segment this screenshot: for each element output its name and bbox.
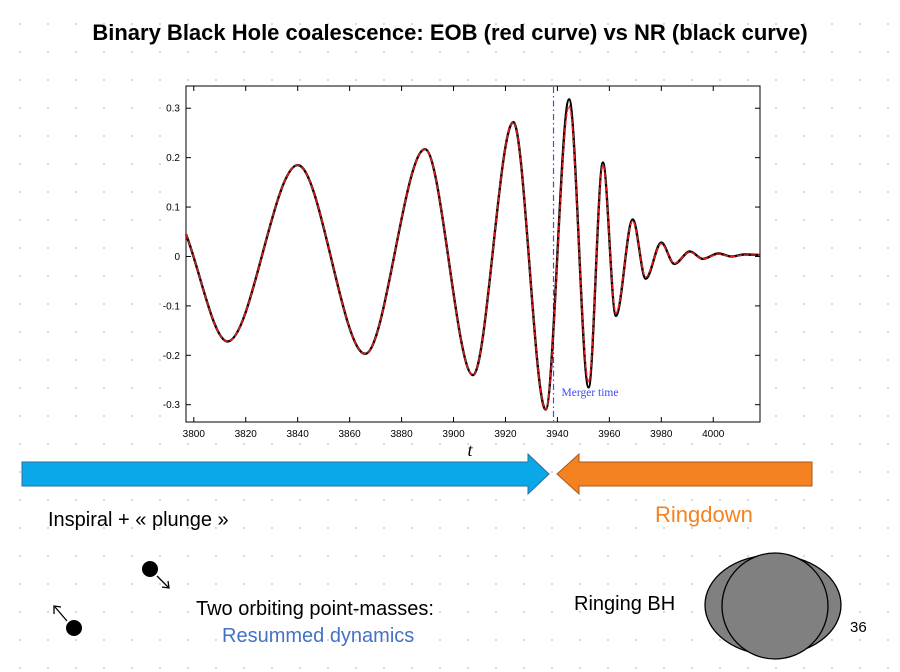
x-axis-label: t — [467, 440, 473, 460]
y-tick-label: 0 — [174, 252, 180, 263]
x-tick-label: 3840 — [287, 429, 310, 440]
x-tick-label: 3940 — [546, 429, 569, 440]
ringing-bh-label: Ringing BH — [574, 593, 676, 615]
y-tick-label: 0.1 — [166, 203, 180, 214]
velocity-arrowhead-icon — [161, 580, 170, 589]
ringing-black-hole-icon — [704, 552, 842, 660]
merger-time-annotation: Merger time — [562, 387, 619, 399]
x-axis-ticks: 3800 3820 3840 3860 3880 3900 3920 3940 3960 3980… — [183, 86, 725, 440]
velocity-arrowhead-icon — [53, 605, 62, 614]
x-tick-label: 3880 — [390, 429, 413, 440]
slide-title: Binary Black Hole coalescence: EOB (red … — [92, 20, 808, 45]
x-tick-label: 3980 — [650, 429, 673, 440]
inspiral-label: Inspiral + « plunge » — [48, 509, 229, 531]
orbiting-mass-icon — [142, 561, 158, 577]
y-tick-label: 0.3 — [166, 104, 180, 115]
velocity-arrow-icon — [156, 575, 169, 588]
ringdown-label: Ringdown — [655, 502, 753, 527]
y-tick-label: 0.2 — [166, 153, 180, 164]
x-tick-label: 4000 — [702, 429, 725, 440]
resummed-dynamics-label: Resummed dynamics — [222, 625, 415, 647]
x-tick-label: 3960 — [598, 429, 621, 440]
x-tick-label: 3800 — [183, 429, 206, 440]
y-tick-label: -0.2 — [163, 351, 181, 362]
x-tick-label: 3900 — [442, 429, 465, 440]
eob-series-line — [185, 104, 760, 411]
inspiral-arrow-icon — [21, 452, 550, 496]
ringdown-arrow-icon — [556, 452, 813, 496]
page-number: 36 — [850, 619, 867, 636]
x-tick-label: 3820 — [235, 429, 258, 440]
orbiting-mass-icon — [66, 620, 82, 636]
x-tick-label: 3920 — [494, 429, 517, 440]
x-tick-label: 3860 — [339, 429, 362, 440]
y-tick-label: -0.1 — [163, 301, 181, 312]
velocity-arrow-icon — [54, 606, 68, 622]
y-tick-label: -0.3 — [163, 400, 181, 411]
y-axis-ticks: 0.3 0.2 0.1 0 -0.1 -0.2 -0.3 — [163, 104, 760, 411]
plot-frame — [185, 85, 761, 423]
two-masses-label: Two orbiting point-masses: — [196, 598, 434, 620]
